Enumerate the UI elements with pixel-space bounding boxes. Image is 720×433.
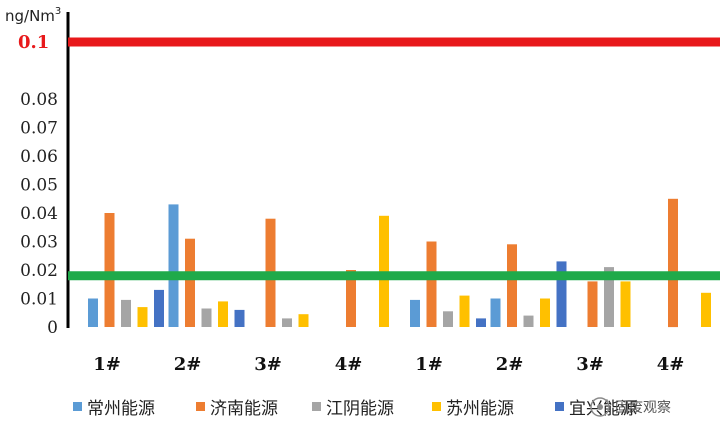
bar	[556, 261, 567, 327]
x-category-labels: 1# 2# 3# 4# 1# 2# 3# 4#	[93, 354, 684, 375]
legend-swatch	[73, 402, 82, 411]
bar	[88, 298, 98, 327]
legend-label: 江阴能源	[326, 399, 394, 419]
bar	[185, 238, 195, 327]
y-tick-label: 0.01	[20, 290, 58, 310]
x-category-label: 3#	[576, 354, 604, 375]
y-tick-label: 0	[47, 318, 58, 338]
legend: 常州能源 济南能源 江阴能源 苏州能源 宜兴能源	[73, 399, 637, 419]
bar	[298, 314, 309, 327]
bar	[218, 301, 228, 327]
bar	[121, 299, 131, 327]
y-axis-unit-label: ng/Nm3	[5, 6, 61, 25]
watermark-icon	[590, 397, 610, 417]
bar	[668, 198, 678, 328]
watermark-icon-dot	[597, 404, 603, 410]
y-tick-label: 0.03	[20, 233, 58, 253]
bar	[168, 204, 179, 327]
reference-line-label: 0.1	[18, 32, 49, 53]
bar	[459, 295, 470, 327]
bar	[346, 270, 356, 327]
reference-lines: 0.1	[18, 32, 720, 281]
y-tick-label: 0.07	[20, 119, 58, 139]
y-tick-labels: 0 0.01 0.02 0.03 0.04 0.05 0.06 0.07 0.08	[20, 90, 58, 338]
y-tick-label: 0.08	[20, 90, 58, 110]
bar	[410, 299, 420, 327]
bar	[490, 298, 501, 327]
bar	[137, 307, 148, 327]
bar	[523, 315, 534, 327]
y-axis-unit: ng/Nm	[5, 7, 55, 25]
legend-label: 常州能源	[87, 399, 155, 419]
bar	[507, 244, 517, 327]
bar	[701, 292, 711, 327]
bar	[587, 281, 598, 327]
legend-label: 苏州能源	[446, 399, 514, 419]
bar	[234, 309, 245, 327]
bar	[426, 241, 437, 327]
bar	[443, 311, 453, 327]
bar	[104, 213, 115, 327]
bar	[540, 298, 550, 327]
bars	[88, 198, 711, 328]
bar	[282, 318, 292, 327]
y-tick-label: 0.02	[20, 261, 58, 281]
x-category-label: 4#	[657, 354, 685, 375]
x-category-label: 3#	[254, 354, 282, 375]
bar	[476, 318, 486, 327]
legend-swatch	[312, 402, 321, 411]
legend-swatch	[196, 402, 205, 411]
y-axis-unit-superscript: 3	[55, 6, 61, 17]
bar	[620, 281, 631, 327]
x-category-label: 2#	[174, 354, 202, 375]
x-category-label: 4#	[335, 354, 363, 375]
bar	[154, 289, 164, 327]
y-tick-label: 0.05	[20, 176, 58, 196]
y-tick-label: 0.04	[20, 204, 58, 224]
bar	[201, 308, 212, 327]
legend-label: 济南能源	[210, 399, 278, 419]
watermark-text: 固废观察	[615, 399, 671, 416]
x-category-label: 2#	[496, 354, 524, 375]
legend-label: 宜兴能源	[569, 399, 637, 419]
legend-swatch	[432, 402, 441, 411]
y-tick-label: 0.06	[20, 147, 58, 167]
watermark: 固废观察	[590, 397, 671, 417]
legend-swatch	[555, 402, 564, 411]
bar	[604, 267, 614, 327]
x-category-label: 1#	[415, 354, 443, 375]
x-category-label: 1#	[93, 354, 121, 375]
